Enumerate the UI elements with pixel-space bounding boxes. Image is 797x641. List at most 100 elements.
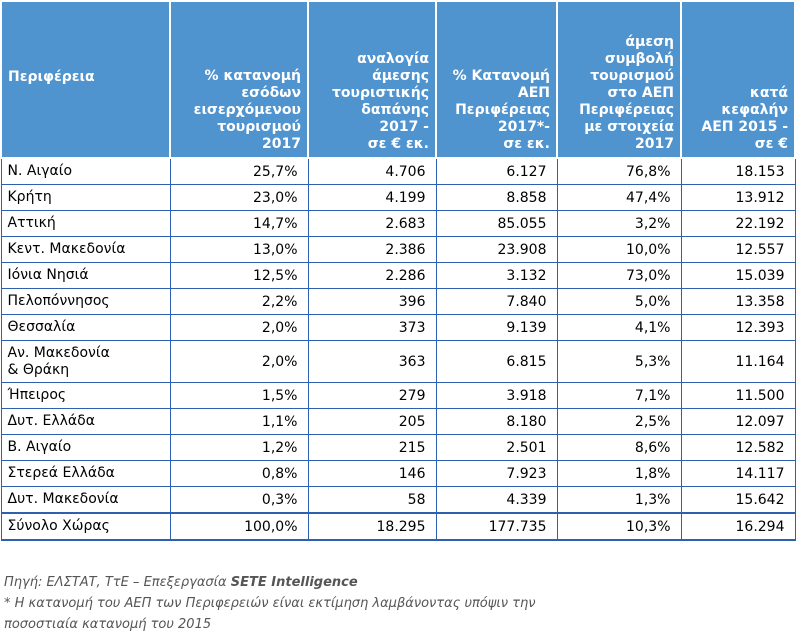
region-name-cell: Ήπειρος — [0, 382, 171, 409]
regional-tourism-table: Περιφέρεια % κατανομή εσόδων εισερχόμενου… — [0, 0, 796, 541]
table-row: Αν. Μακεδονία & Θράκη 2,0% 363 6.815 5,3% 11.… — [0, 340, 796, 383]
value-cell: 16.294 — [680, 512, 796, 541]
value-cell: 13,0% — [169, 236, 309, 263]
column-header-label: % Κατανομή ΑΕΠ Περιφέρειας 2017*- σε εκ. — [452, 68, 550, 152]
value-cell: 1,2% — [169, 434, 309, 461]
value-cell: 11.164 — [680, 340, 796, 383]
column-header-label: % κατανομή εσόδων εισερχόμενου τουρισμού… — [193, 68, 301, 152]
total-row: Σύνολο Χώρας 100,0% 18.295 177.735 10,3% 16.2… — [0, 512, 796, 541]
column-header-label: άμεση συμβολή τουρισμού στο ΑΕΠ Περιφέρε… — [579, 34, 674, 152]
table-row: Κεντ. Μακεδονία 13,0% 2.386 23.908 10,0% 12.5… — [0, 236, 796, 263]
value-cell: 12.393 — [680, 314, 796, 341]
value-cell: 12.582 — [680, 434, 796, 461]
region-name-cell: Β. Αιγαίο — [0, 434, 171, 461]
column-header-1: % κατανομή εσόδων εισερχόμενου τουρισμού… — [169, 0, 309, 159]
value-cell: 13.358 — [680, 288, 796, 315]
table-row: Κρήτη 23,0% 4.199 8.858 47,4% 13.912 — [0, 184, 796, 211]
table-row: Δυτ. Μακεδονία 0,3% 58 4.339 1,3% 15.642 — [0, 486, 796, 514]
table-row: Στερεά Ελλάδα 0,8% 146 7.923 1,8% 14.117 — [0, 460, 796, 487]
region-name-cell: Αττική — [0, 210, 171, 237]
value-cell: 0,3% — [169, 486, 309, 514]
region-name-cell: Κεντ. Μακεδονία — [0, 236, 171, 263]
value-cell: 7,1% — [556, 382, 682, 409]
value-cell: 205 — [307, 408, 437, 435]
column-header-4: άμεση συμβολή τουρισμού στο ΑΕΠ Περιφέρε… — [556, 0, 682, 159]
value-cell: 76,8% — [556, 157, 682, 185]
table-row: Ήπειρος 1,5% 279 3.918 7,1% 11.500 — [0, 382, 796, 409]
region-name-cell: Σύνολο Χώρας — [0, 512, 171, 541]
region-name-cell: Πελοπόννησος — [0, 288, 171, 315]
value-cell: 7.923 — [435, 460, 558, 487]
region-name-cell: Δυτ. Μακεδονία — [0, 486, 171, 514]
value-cell: 3,2% — [556, 210, 682, 237]
value-cell: 4.706 — [307, 157, 437, 185]
value-cell: 8.858 — [435, 184, 558, 211]
value-cell: 18.153 — [680, 157, 796, 185]
value-cell: 15.642 — [680, 486, 796, 514]
source-prefix: Πηγή: ΕΛΣΤΑΤ, ΤτΕ – Επεξεργασία — [4, 575, 231, 590]
table-row: Ν. Αιγαίο 25,7% 4.706 6.127 76,8% 18.153 — [0, 157, 796, 185]
value-cell: 2.501 — [435, 434, 558, 461]
value-cell: 25,7% — [169, 157, 309, 185]
value-cell: 2.386 — [307, 236, 437, 263]
value-cell: 8.180 — [435, 408, 558, 435]
region-name-cell: Αν. Μακεδονία & Θράκη — [0, 340, 171, 383]
column-header-5: κατά κεφαλήν ΑΕΠ 2015 - σε € — [680, 0, 796, 159]
column-header-label: αναλογία άμεσης τουριστικής δαπάνης 2017… — [332, 51, 429, 152]
value-cell: 22.192 — [680, 210, 796, 237]
value-cell: 7.840 — [435, 288, 558, 315]
table-row: Θεσσαλία 2,0% 373 9.139 4,1% 12.393 — [0, 314, 796, 341]
value-cell: 363 — [307, 340, 437, 383]
source-bold: SETE Intelligence — [230, 575, 358, 590]
value-cell: 215 — [307, 434, 437, 461]
table-body: Ν. Αιγαίο 25,7% 4.706 6.127 76,8% 18.153 Κρήτη… — [0, 157, 796, 541]
value-cell: 85.055 — [435, 210, 558, 237]
value-cell: 396 — [307, 288, 437, 315]
value-cell: 11.500 — [680, 382, 796, 409]
value-cell: 4,1% — [556, 314, 682, 341]
value-cell: 4.339 — [435, 486, 558, 514]
value-cell: 8,6% — [556, 434, 682, 461]
value-cell: 15.039 — [680, 262, 796, 289]
table-row: Πελοπόννησος 2,2% 396 7.840 5,0% 13.358 — [0, 288, 796, 315]
region-name-cell: Κρήτη — [0, 184, 171, 211]
value-cell: 58 — [307, 486, 437, 514]
region-name-cell: Δυτ. Ελλάδα — [0, 408, 171, 435]
table-row: Δυτ. Ελλάδα 1,1% 205 8.180 2,5% 12.097 — [0, 408, 796, 435]
value-cell: 18.295 — [307, 512, 437, 541]
value-cell: 3.918 — [435, 382, 558, 409]
value-cell: 1,5% — [169, 382, 309, 409]
footnote-line-2: ποσοστιαία κατανομή του 2015 — [4, 617, 212, 632]
value-cell: 2,0% — [169, 314, 309, 341]
table-row: Αττική 14,7% 2.683 85.055 3,2% 22.192 — [0, 210, 796, 237]
table-notes: Πηγή: ΕΛΣΤΑΤ, ΤτΕ – Επεξεργασία SETE Int… — [4, 572, 535, 635]
value-cell: 373 — [307, 314, 437, 341]
column-header-3: % Κατανομή ΑΕΠ Περιφέρειας 2017*- σε εκ. — [435, 0, 558, 159]
table-row: Ιόνια Νησιά 12,5% 2.286 3.132 73,0% 15.039 — [0, 262, 796, 289]
footnote-line-1: * Η κατανομή του ΑΕΠ των Περιφερειών είν… — [4, 596, 536, 611]
value-cell: 2,2% — [169, 288, 309, 315]
value-cell: 23,0% — [169, 184, 309, 211]
column-header-2: αναλογία άμεσης τουριστικής δαπάνης 2017… — [307, 0, 437, 159]
value-cell: 2,5% — [556, 408, 682, 435]
value-cell: 10,0% — [556, 236, 682, 263]
value-cell: 0,8% — [169, 460, 309, 487]
value-cell: 1,8% — [556, 460, 682, 487]
value-cell: 6.815 — [435, 340, 558, 383]
value-cell: 146 — [307, 460, 437, 487]
source-note: Πηγή: ΕΛΣΤΑΤ, ΤτΕ – Επεξεργασία SETE Int… — [4, 572, 535, 593]
value-cell: 14.117 — [680, 460, 796, 487]
column-header-0: Περιφέρεια — [0, 0, 171, 159]
region-name-cell: Θεσσαλία — [0, 314, 171, 341]
value-cell: 6.127 — [435, 157, 558, 185]
value-cell: 14,7% — [169, 210, 309, 237]
column-header-label: κατά κεφαλήν ΑΕΠ 2015 - σε € — [701, 85, 788, 152]
value-cell: 13.912 — [680, 184, 796, 211]
value-cell: 3.132 — [435, 262, 558, 289]
value-cell: 12.097 — [680, 408, 796, 435]
table-header: Περιφέρεια % κατανομή εσόδων εισερχόμενου… — [0, 0, 796, 159]
region-name-cell: Ν. Αιγαίο — [0, 157, 171, 185]
value-cell: 9.139 — [435, 314, 558, 341]
value-cell: 5,3% — [556, 340, 682, 383]
